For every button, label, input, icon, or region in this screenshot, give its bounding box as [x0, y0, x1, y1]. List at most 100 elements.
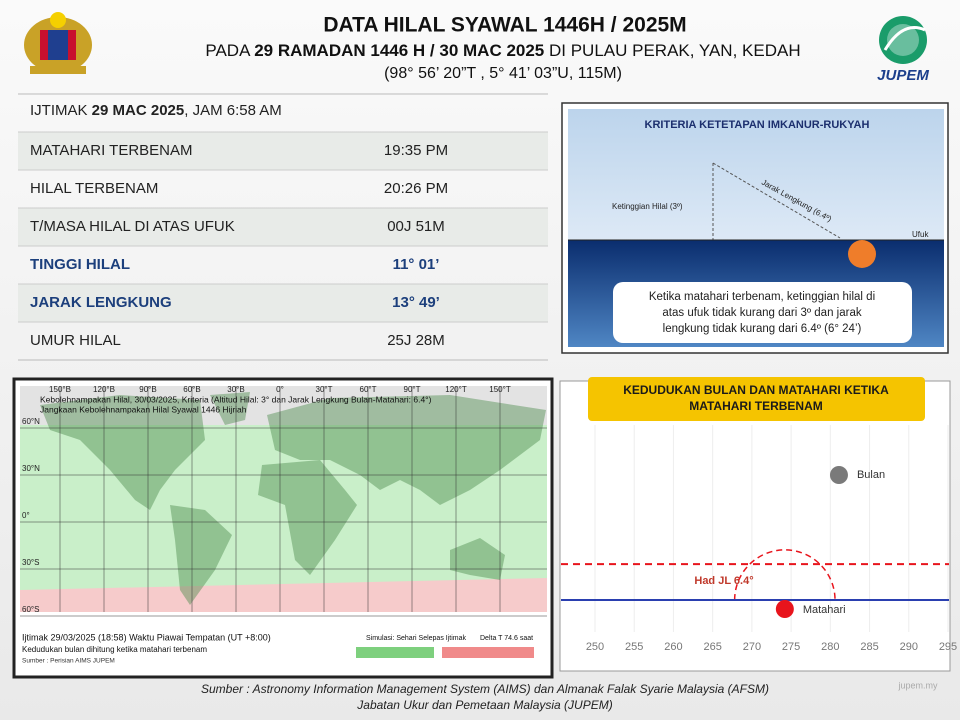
x-tick-label: 260: [664, 641, 682, 653]
lon-label: 0°: [276, 385, 284, 394]
criteria-panel: KRITERIA KETETAPAN IMKANUR-RUKYAH Keting…: [561, 102, 949, 354]
x-tick-label: 275: [782, 641, 800, 653]
row-value: 20:26 PM: [384, 180, 448, 197]
lat-label: 60°N: [22, 417, 40, 426]
chart-title-line: KEDUDUKAN BULAN DAN MATAHARI KETIKA: [623, 383, 889, 397]
footer-site: jupem.my: [897, 680, 938, 690]
subtitle-place: DI PULAU PERAK, YAN, KEDAH: [544, 41, 800, 60]
lat-label: 30°N: [22, 464, 40, 473]
x-tick-label: 265: [703, 641, 721, 653]
subtitle-date: 29 RAMADAN 1446 H / 30 MAC 2025: [254, 41, 544, 60]
x-tick-label: 295: [939, 641, 957, 653]
horizon-label: Ufuk: [912, 230, 929, 239]
ijtimak-date: 29 MAC 2025: [92, 102, 185, 119]
title: DATA HILAL SYAWAL 1446H / 2025M: [323, 14, 686, 37]
africa: [258, 460, 357, 575]
row-bg: [18, 132, 548, 170]
land: [40, 392, 546, 605]
lat-label: 60°S: [22, 605, 39, 614]
row-label: UMUR HILAL: [30, 332, 121, 349]
lon-label: 90°T: [404, 385, 421, 394]
subtitle-prefix: PADA: [205, 41, 254, 60]
chart-frame: [559, 380, 951, 672]
criteria-title: KRITERIA KETETAPAN IMKANUR-RUKYAH: [645, 119, 870, 131]
limit-label: Had JL 6.4°: [694, 575, 753, 587]
lon-label: 90°B: [139, 385, 156, 394]
north-america: [40, 395, 205, 510]
sky: [568, 109, 944, 240]
row-label: MATAHARI TERBENAM: [30, 142, 193, 159]
note-box: [613, 282, 912, 343]
map-delta-t: Delta T 74.6 saat: [480, 635, 533, 642]
note-line: lengkung tidak kurang dari 6.4º (6° 24’): [663, 323, 862, 335]
ijtimak-row: IJTIMAK 29 MAC 2025, JAM 6:58 AM: [30, 102, 282, 119]
chart-title-box: [588, 377, 925, 421]
note: Ketika matahari terbenam, ketinggian hil…: [649, 291, 875, 335]
south-america: [170, 505, 232, 605]
x-tick-label: 280: [821, 641, 839, 653]
legend-swatch-invisible: [442, 647, 534, 658]
row-label: HILAL TERBENAM: [30, 180, 158, 197]
footer-line: Jabatan Ukur dan Pemetaan Malaysia (JUPE…: [356, 698, 612, 712]
row-label: JARAK LENGKUNG: [30, 294, 172, 311]
row-value: 00J 51M: [387, 218, 445, 235]
point-label: Bulan: [857, 469, 885, 481]
ijtimak-time: , JAM 6:58 AM: [184, 102, 282, 119]
map-invisible-zone: [20, 578, 547, 612]
chart-title-text: KEDUDUKAN BULAN DAN MATAHARI KETIKA MATAH…: [623, 383, 889, 413]
position-chart: 250 255 260 265 270 275 280 285 290 295 Had JL 6.4…: [559, 377, 957, 672]
map-title: Kebolehnampakan Hilal, 30/03/2025, Krite…: [40, 394, 432, 404]
elongation-line: [712, 162, 841, 239]
lat-label: 30°S: [22, 558, 39, 567]
limit-arc: [733, 549, 836, 601]
lon-label: 150°B: [49, 385, 71, 394]
x-tick-label: 255: [625, 641, 643, 653]
x-tick-label: 270: [743, 641, 761, 653]
row-value: 11° 01’: [393, 256, 440, 273]
altitude-label: Ketinggian Hilal (3º): [612, 202, 683, 211]
x-tick-label: 250: [586, 641, 604, 653]
lon-label: 120°B: [93, 385, 115, 394]
map-visible-zone: [20, 425, 547, 590]
subtitle: PADA 29 RAMADAN 1446 H / 30 MAC 2025 DI …: [205, 41, 800, 60]
chart-title: KEDUDUKAN BULAN DAN MATAHARI KETIKA MATAH…: [623, 383, 889, 413]
x-tick-label: 290: [900, 641, 918, 653]
row-value: 25J 28M: [387, 332, 445, 349]
lon-label: 30°T: [316, 385, 333, 394]
x-tick-label: 285: [860, 641, 878, 653]
lon-label: 30°B: [227, 385, 244, 394]
chart-title-line: MATAHARI TERBENAM: [689, 399, 823, 413]
australia: [450, 538, 505, 580]
map-grid: [20, 386, 547, 617]
map-ijtimak: Ijtimak 29/03/2025 (18:58) Waktu Piawai …: [22, 632, 271, 642]
footer-line: Sumber : Astronomy Information Managemen…: [201, 682, 769, 696]
map-note: Kedudukan bulan dihitung ketika matahari…: [22, 645, 207, 654]
lon-label: 60°T: [360, 385, 377, 394]
lat-label: 0°: [22, 511, 30, 520]
point: [775, 600, 794, 618]
ijtimak-label: IJTIMAK: [30, 102, 92, 119]
jupem-logo: JUPEM: [877, 16, 929, 84]
lon-label: 150°T: [489, 385, 511, 394]
row-label: T/MASA HILAL DI ATAS UFUK: [30, 218, 235, 235]
lon-label: 120°T: [445, 385, 467, 394]
crest-logo: [24, 12, 92, 74]
row-value: 19:35 PM: [384, 142, 448, 159]
logo-text: JUPEM: [877, 67, 929, 84]
row-bg: [18, 284, 548, 322]
map-title: Jangkaan Kebolehnampakan Hilal Syawal 14…: [40, 404, 247, 414]
lon-label: 60°B: [183, 385, 200, 394]
map-simulation: Simulasi: Sehari Selepas Ijtimak: [366, 635, 466, 642]
row-label: TINGGI HILAL: [30, 256, 130, 273]
visibility-map: 150°B 120°B 90°B 60°B 30°B 0° 30°T 60°T 90°T 120°…: [12, 377, 554, 679]
greenland: [210, 392, 250, 425]
note-line: atas ufuk tidak kurang dari 3º dan jarak: [662, 307, 861, 319]
row-value: 13° 49’: [392, 294, 440, 311]
chart-plot: 250 255 260 265 270 275 280 285 290 295 Had JL 6.4…: [561, 425, 957, 653]
map-source: Sumber : Perisian AIMS JUPEM: [22, 658, 115, 665]
data-table: IJTIMAK 29 MAC 2025, JAM 6:58 AM MATAHAR…: [18, 93, 548, 361]
sun: [848, 240, 876, 268]
row-bg: [18, 208, 548, 246]
